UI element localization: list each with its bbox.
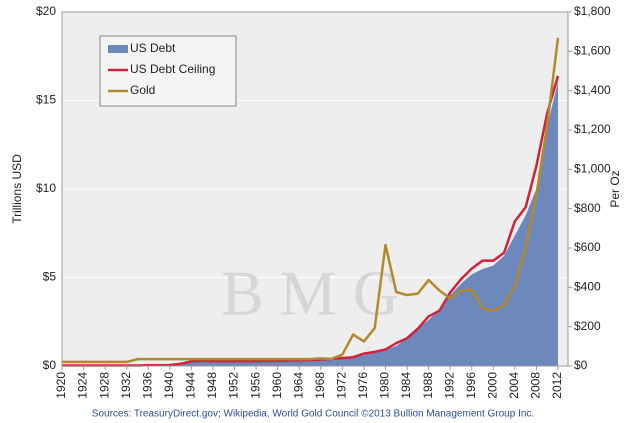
x-tick-label: 1944 bbox=[184, 372, 198, 399]
source-note: Sources: TreasuryDirect.gov; Wikipedia, … bbox=[92, 409, 534, 420]
x-tick-label: 2012 bbox=[550, 372, 564, 399]
x-tick-label: 2008 bbox=[529, 372, 543, 399]
x-tick-label: 1936 bbox=[140, 372, 154, 399]
x-tick-label: 1940 bbox=[162, 372, 176, 399]
x-tick-label: 2000 bbox=[485, 372, 499, 399]
x-tick-label: 1964 bbox=[291, 372, 305, 399]
legend-swatch bbox=[108, 45, 128, 53]
marks bbox=[62, 37, 560, 367]
legend-label: US Debt bbox=[130, 41, 176, 55]
x-tick-label: 1920 bbox=[54, 372, 68, 399]
y2-tick-label: $200 bbox=[574, 319, 601, 333]
y2-tick-label: $1,800 bbox=[574, 4, 611, 18]
debt-area bbox=[62, 81, 558, 366]
y2-tick-label: $0 bbox=[574, 358, 588, 372]
x-tick-label: 1976 bbox=[356, 372, 370, 399]
legend-label: US Debt Ceiling bbox=[130, 62, 215, 76]
series-line bbox=[62, 37, 560, 364]
y-tick-label: $5 bbox=[43, 270, 57, 284]
y2-tick-label: $1,000 bbox=[574, 162, 611, 176]
y2-tick-label: $1,200 bbox=[574, 122, 611, 136]
legend-label: Gold bbox=[130, 83, 155, 97]
y2-tick-label: $400 bbox=[574, 280, 601, 294]
legend: US Debt US Debt Ceiling Gold bbox=[99, 35, 237, 107]
y2-tick-label: $1,600 bbox=[574, 44, 611, 58]
x-tick-label: 1948 bbox=[205, 372, 219, 399]
axes: $0 $5 $10 $15 $20 $0 $200 $400 $600 $800 $1,000 $1,… bbox=[36, 4, 611, 399]
y2-tick-label: $1,400 bbox=[574, 83, 611, 97]
x-tick-label: 1980 bbox=[378, 372, 392, 399]
y2-tick-label: $600 bbox=[574, 240, 601, 254]
x-tick-label: 1992 bbox=[442, 372, 456, 399]
x-tick-label: 1984 bbox=[399, 372, 413, 399]
x-tick-label: 1932 bbox=[119, 372, 133, 399]
y-tick-label: $10 bbox=[36, 181, 56, 195]
y-tick-label: $20 bbox=[36, 4, 56, 18]
y2-tick-label: $800 bbox=[574, 201, 601, 215]
y-tick-label: $0 bbox=[43, 358, 57, 372]
y-axis-label: Trillions USD bbox=[10, 154, 24, 224]
watermark: B M G bbox=[221, 258, 399, 329]
y-tick-label: $15 bbox=[36, 93, 56, 107]
y2-axis-label: Per Oz bbox=[608, 170, 622, 207]
x-tick-label: 1960 bbox=[270, 372, 284, 399]
x-tick-label: 1924 bbox=[76, 372, 90, 399]
x-tick-label: 1968 bbox=[313, 372, 327, 399]
x-tick-label: 1988 bbox=[421, 372, 435, 399]
x-tick-label: 1956 bbox=[248, 372, 262, 399]
plot-frame bbox=[61, 11, 569, 367]
x-tick-label: 1972 bbox=[335, 372, 349, 399]
x-tick-label: 2004 bbox=[507, 372, 521, 399]
x-tick-label: 1996 bbox=[464, 372, 478, 399]
x-tick-label: 1952 bbox=[227, 372, 241, 399]
x-tick-label: 1928 bbox=[97, 372, 111, 399]
